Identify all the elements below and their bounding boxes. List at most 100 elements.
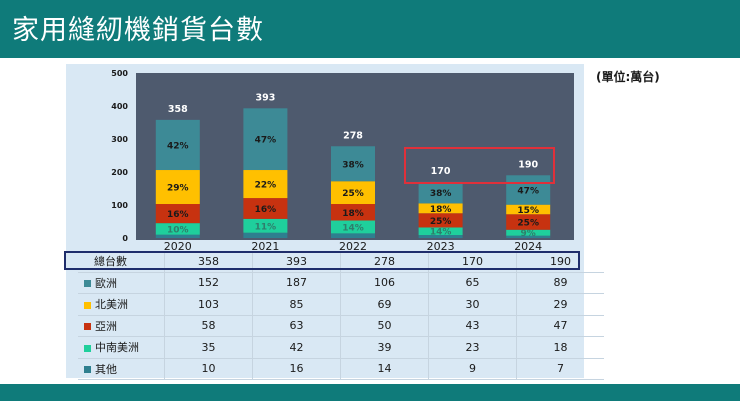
table-cell: 58 bbox=[164, 315, 253, 337]
bar-segment bbox=[506, 175, 551, 205]
pct-label: 16% bbox=[255, 205, 277, 215]
table-row: 亞洲 58 63 50 43 47 bbox=[78, 315, 604, 337]
table-cell: 89 bbox=[516, 272, 604, 294]
table-row: 北美洲 103 85 69 30 29 bbox=[78, 293, 604, 316]
highlight-box-2023-2024 bbox=[404, 147, 555, 184]
pct-label: 22% bbox=[255, 181, 277, 191]
bar-segment bbox=[243, 198, 288, 219]
data-table: 總台數 358 393 278 170 190 歐洲 152 187 106 65 89 北美洲 103 8… bbox=[78, 251, 604, 380]
total-label: 170 bbox=[431, 166, 451, 177]
table-cell: 190 bbox=[516, 251, 604, 272]
pct-label: 18% bbox=[342, 209, 364, 219]
table-cell: 106 bbox=[340, 272, 429, 294]
table-cell: 103 bbox=[164, 293, 253, 315]
total-label: 278 bbox=[343, 130, 363, 141]
table-row: 歐洲 152 187 106 65 89 bbox=[78, 272, 604, 294]
table-cell: 170 bbox=[428, 251, 517, 272]
row-label: 北美洲 bbox=[78, 294, 165, 316]
x-tick-label: 2020 bbox=[164, 240, 192, 253]
total-label: 358 bbox=[168, 104, 188, 115]
row-label: 其他 bbox=[78, 358, 165, 380]
bar-segment bbox=[331, 233, 375, 238]
y-tick-label: 400 bbox=[111, 102, 128, 111]
bar-segment bbox=[155, 204, 200, 224]
table-cell: 358 bbox=[164, 251, 253, 272]
table-cell: 63 bbox=[252, 315, 341, 337]
legend-swatch bbox=[84, 366, 91, 374]
table-cell: 50 bbox=[340, 315, 429, 337]
pct-label: 16% bbox=[167, 210, 189, 220]
legend-swatch bbox=[84, 280, 91, 288]
bar-segment bbox=[331, 146, 375, 182]
table-cell: 65 bbox=[428, 272, 517, 294]
x-tick-label: 2023 bbox=[427, 240, 455, 253]
row-label: 亞洲 bbox=[78, 315, 165, 337]
pct-label: 9% bbox=[521, 229, 536, 239]
bar-segment bbox=[155, 119, 200, 171]
pct-label: 15% bbox=[517, 206, 539, 216]
legend-swatch bbox=[84, 344, 91, 352]
table-row-total: 總台數 358 393 278 170 190 bbox=[78, 251, 604, 272]
table-cell: 85 bbox=[252, 293, 341, 315]
bar-segment bbox=[155, 170, 200, 205]
x-tick-label: 2024 bbox=[514, 240, 542, 253]
bar-segment bbox=[418, 213, 463, 228]
pct-label: 38% bbox=[342, 160, 364, 170]
y-tick-label: 0 bbox=[122, 234, 128, 243]
bar-segment bbox=[243, 108, 288, 171]
pct-label: 14% bbox=[430, 228, 452, 238]
total-label: 393 bbox=[255, 92, 275, 103]
stacked-bar-chart: 0 100 200 300 400 500 10% 16% 29% 42% 358 11% 16% 22… bbox=[111, 69, 574, 253]
y-tick-label: 100 bbox=[111, 201, 128, 210]
table-row: 其他 10 16 14 9 7 bbox=[78, 358, 604, 380]
table-cell: 23 bbox=[428, 336, 517, 358]
bar-segment bbox=[418, 227, 463, 236]
pct-label: 18% bbox=[430, 205, 452, 215]
pct-label: 25% bbox=[517, 218, 539, 228]
pct-label: 14% bbox=[342, 223, 364, 233]
pct-label: 10% bbox=[167, 225, 189, 235]
footer-bar bbox=[0, 384, 740, 401]
bar-segment bbox=[155, 223, 200, 235]
table-cell: 30 bbox=[428, 293, 517, 315]
table-cell: 39 bbox=[340, 336, 429, 358]
table-cell: 10 bbox=[164, 358, 253, 380]
table-cell: 7 bbox=[516, 358, 604, 380]
total-label: 190 bbox=[518, 159, 538, 170]
pct-label: 47% bbox=[255, 136, 277, 146]
row-label: 總台數 bbox=[94, 255, 127, 269]
bar-segment bbox=[418, 235, 463, 238]
bar-segment bbox=[418, 181, 463, 204]
y-tick-label: 500 bbox=[111, 69, 128, 78]
bar-segment bbox=[155, 234, 200, 238]
table-cell: 29 bbox=[516, 293, 604, 315]
bar-segment bbox=[506, 214, 551, 230]
bar-segment bbox=[331, 181, 375, 205]
row-label: 中南美洲 bbox=[78, 337, 165, 359]
page-title: 家用縫紉機銷貨台數 bbox=[12, 15, 264, 46]
bar-segment bbox=[331, 220, 375, 234]
row-label: 歐洲 bbox=[78, 272, 165, 294]
table-cell: 47 bbox=[516, 315, 604, 337]
table-cell: 35 bbox=[164, 336, 253, 358]
bar-segment bbox=[506, 204, 551, 215]
table-cell: 43 bbox=[428, 315, 517, 337]
bar-segment bbox=[506, 235, 551, 238]
table-cell: 69 bbox=[340, 293, 429, 315]
pct-label: 11% bbox=[255, 222, 277, 232]
table-row: 中南美洲 35 42 39 23 18 bbox=[78, 336, 604, 359]
header-bar: 家用縫紉機銷貨台數 bbox=[0, 0, 740, 58]
bar-segment bbox=[331, 204, 375, 221]
table-cell: 42 bbox=[252, 336, 341, 358]
table-cell: 187 bbox=[252, 272, 341, 294]
table-cell: 16 bbox=[252, 358, 341, 380]
pct-label: 38% bbox=[430, 189, 452, 199]
pct-label: 47% bbox=[517, 186, 539, 196]
bar-segment bbox=[243, 218, 288, 233]
bar-segment bbox=[506, 229, 551, 236]
x-tick-label: 2021 bbox=[251, 240, 279, 253]
legend-swatch bbox=[84, 323, 91, 331]
pct-label: 42% bbox=[167, 141, 189, 151]
total-row-highlight bbox=[64, 251, 580, 270]
x-tick-label: 2022 bbox=[339, 240, 367, 253]
